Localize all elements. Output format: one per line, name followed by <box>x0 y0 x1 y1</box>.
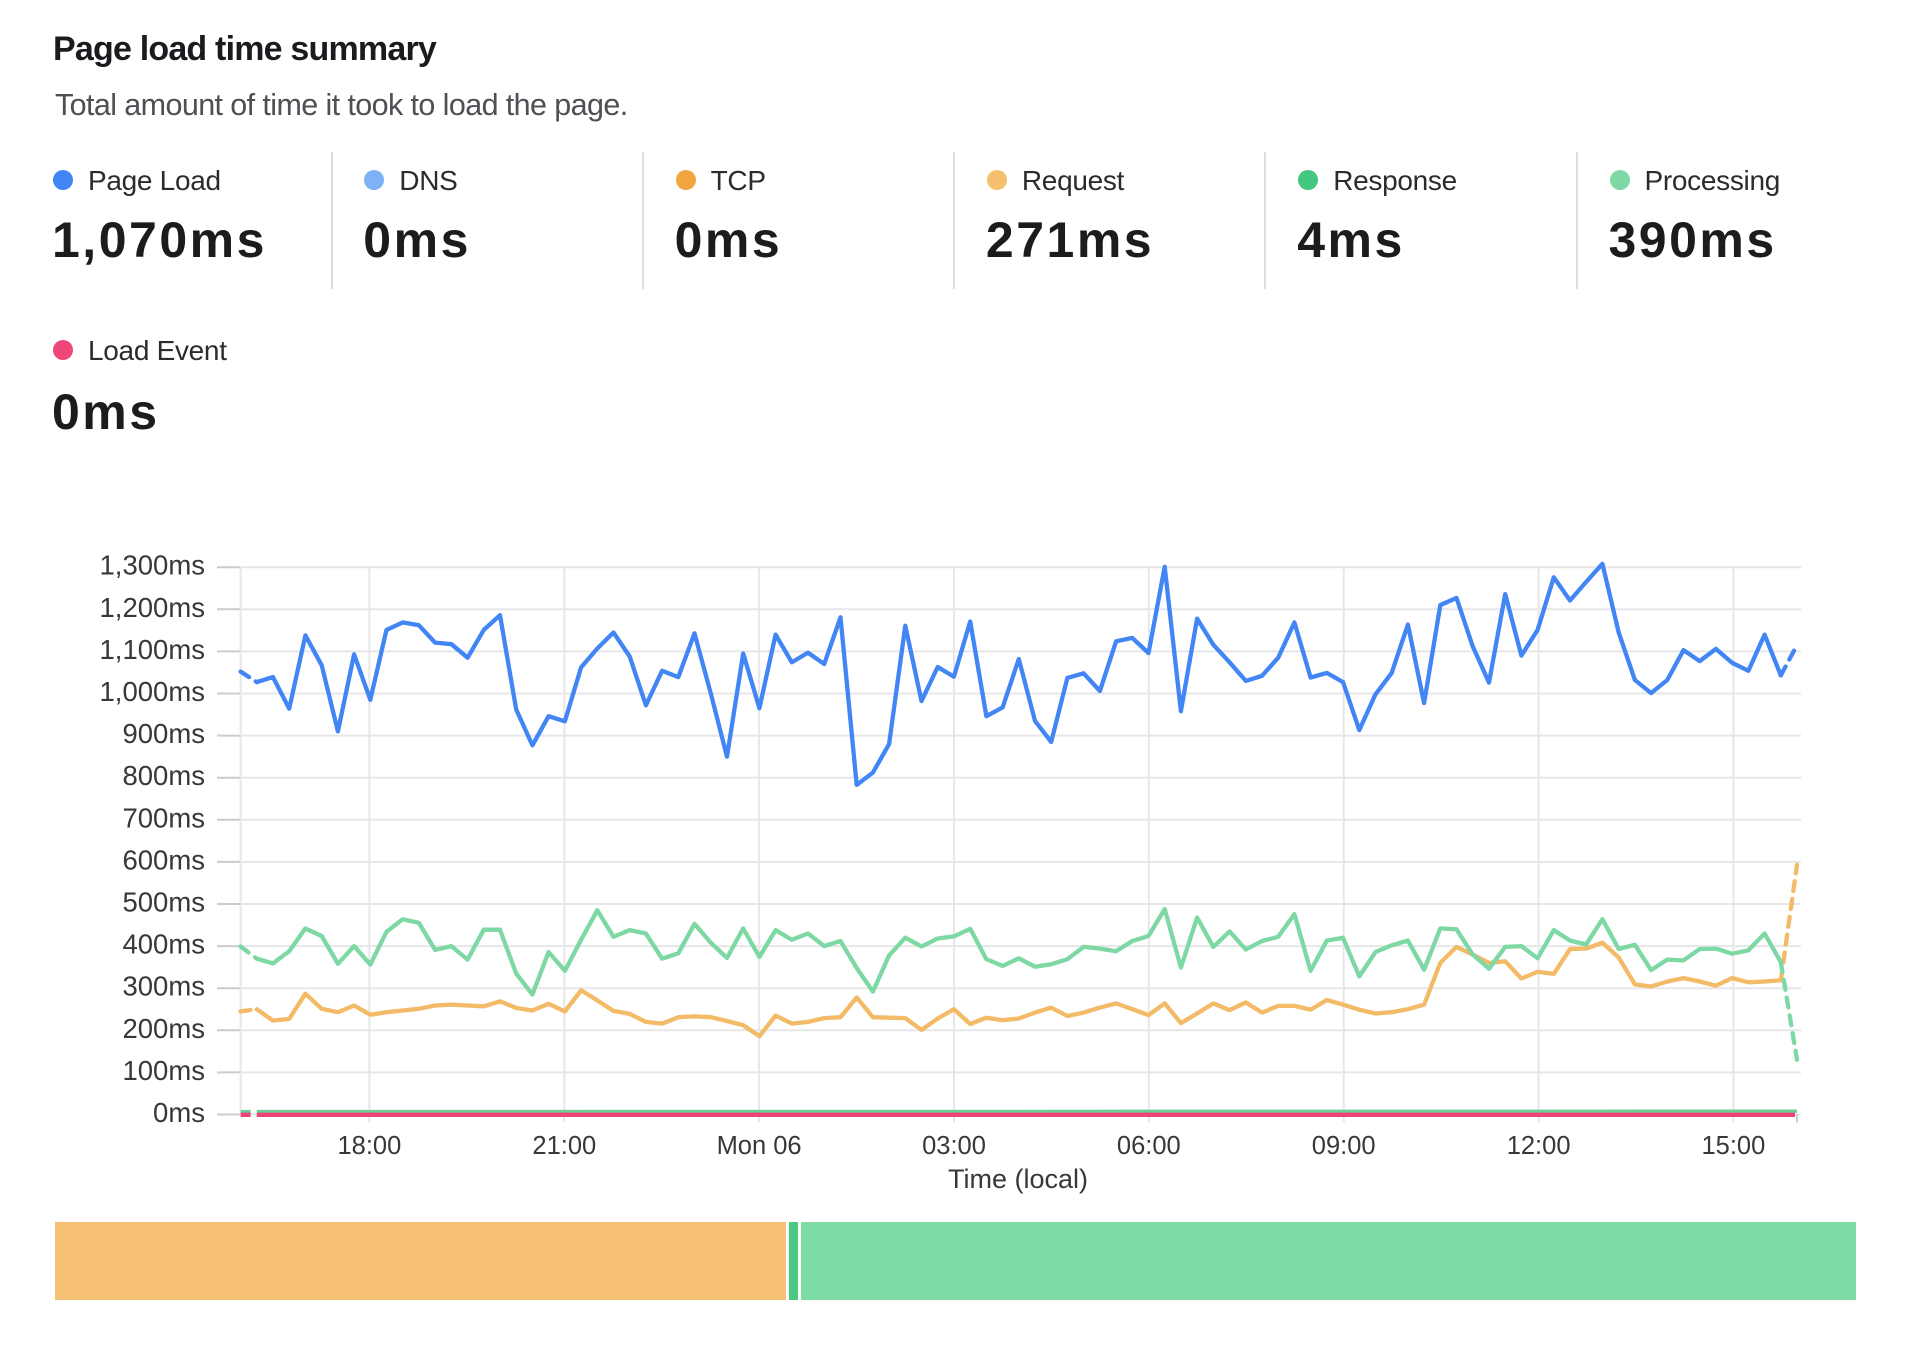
svg-text:09:00: 09:00 <box>1312 1132 1376 1160</box>
svg-text:500ms: 500ms <box>122 887 205 918</box>
svg-text:900ms: 900ms <box>122 718 205 749</box>
svg-text:21:00: 21:00 <box>532 1132 596 1160</box>
svg-text:200ms: 200ms <box>122 1013 205 1044</box>
svg-text:03:00: 03:00 <box>922 1132 986 1160</box>
svg-text:12:00: 12:00 <box>1507 1132 1571 1160</box>
svg-text:1,100ms: 1,100ms <box>100 634 205 665</box>
svg-text:400ms: 400ms <box>122 929 205 960</box>
svg-text:1,000ms: 1,000ms <box>100 676 205 707</box>
svg-text:0ms: 0ms <box>153 1097 205 1128</box>
svg-text:15:00: 15:00 <box>1701 1132 1765 1160</box>
svg-text:Time (local): Time (local) <box>948 1164 1088 1194</box>
svg-text:700ms: 700ms <box>122 802 205 833</box>
svg-text:1,300ms: 1,300ms <box>100 550 205 581</box>
svg-text:600ms: 600ms <box>122 844 205 875</box>
svg-text:06:00: 06:00 <box>1117 1132 1181 1160</box>
svg-text:18:00: 18:00 <box>337 1132 401 1160</box>
svg-text:800ms: 800ms <box>122 760 205 791</box>
svg-text:Mon 06: Mon 06 <box>717 1132 802 1160</box>
svg-text:300ms: 300ms <box>122 971 205 1002</box>
svg-text:100ms: 100ms <box>122 1055 205 1086</box>
svg-text:1,200ms: 1,200ms <box>100 592 205 623</box>
